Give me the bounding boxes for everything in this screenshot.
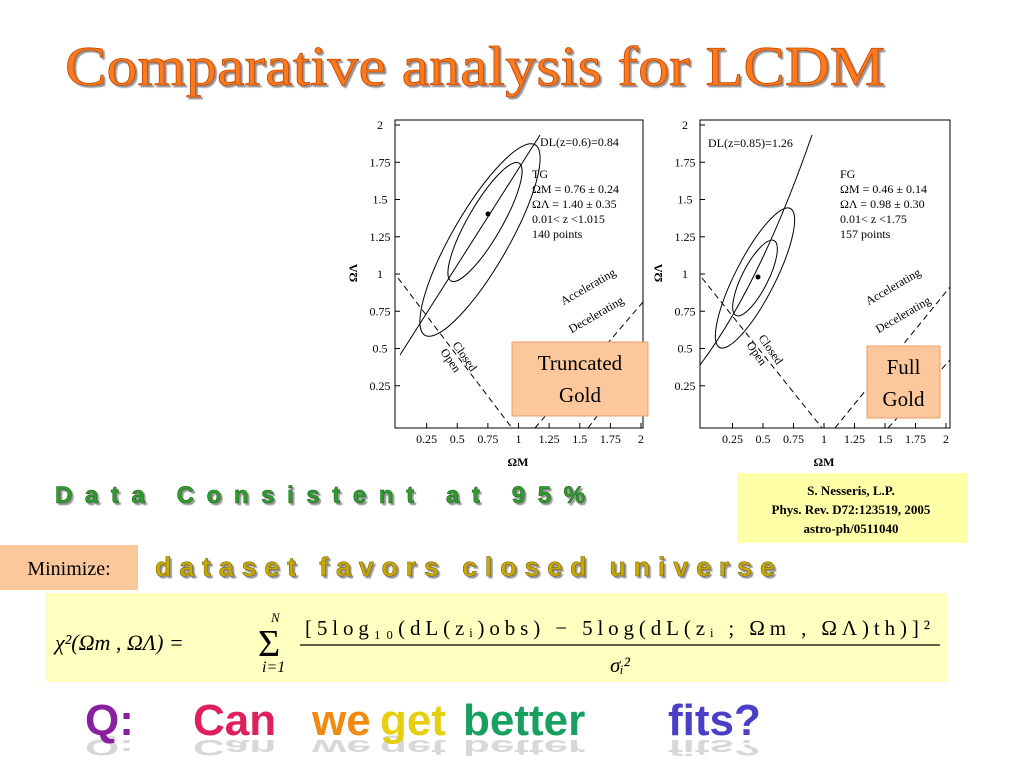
fit-info: 140 points [532,227,583,241]
question-word-reflection: get [380,735,446,759]
x-tick-label: 2 [638,432,644,446]
minimize-box [0,545,138,590]
question-word: Q: [85,696,134,745]
caption: Full [887,355,921,379]
question-word-reflection: Q: [85,735,134,759]
y-tick-label: 0.25 [370,379,391,393]
y-tick-label: 1 [377,267,383,281]
formula-box [45,593,947,682]
formula-sum-lower: i=1 [262,659,285,676]
formula-numerator: [5log₁₀(dL(zᵢ)obs) − 5log(dL(zᵢ ; Ωm , Ω… [305,616,930,640]
fit-info: ΩM = 0.76 ± 0.24 [532,182,619,196]
y-tick-label: 0.5 [373,342,388,356]
question-word: we [311,696,371,745]
x-tick-label: 1.5 [878,432,893,446]
y-tick-label: 1.5 [678,193,693,207]
formula-sum-upper: N [270,610,281,625]
y-tick-label: 0.25 [675,379,696,393]
x-tick-label: 1.25 [844,432,865,446]
consistency-note: Data Consistent at 95% [55,482,585,509]
x-tick-label: 1.5 [572,432,587,446]
y-axis-label: ΩΛ [651,264,665,283]
question: Q: Can we get better fits?Q: Can we get better fit… [85,696,761,759]
dl-label: DL(z=0.85)=1.26 [708,136,793,150]
caption-box [511,341,649,417]
contour [732,239,778,317]
formula-sum: Σ [258,623,280,665]
fit-info: ΩΛ = 1.40 ± 0.35 [532,197,617,211]
x-tick-label: 0.75 [477,432,498,446]
best-fit [755,274,761,280]
caption: Truncated [538,351,623,375]
fit-info: ΩM = 0.46 ± 0.14 [840,182,927,196]
plot: 2 1.75 1.5 1.25 1 0.75 0.5 0.25 0.25 0.5 0.75 1 1.25… [346,118,649,469]
question-word-reflection: Can [193,735,276,759]
boundary [397,277,513,429]
caption-box [866,345,941,419]
x-axis-label: ΩM [508,455,529,469]
fit-info: ΩΛ = 0.98 ± 0.30 [840,197,925,211]
fit-info: FG [840,167,856,181]
x-axis-label: ΩM [814,455,835,469]
x-tick-label: 1.25 [539,432,560,446]
caption: Gold [559,383,602,407]
question-word: better [463,696,585,745]
x-tick-label: 2 [943,432,949,446]
boundary [701,277,823,429]
y-tick-label: 1.75 [370,155,391,169]
caption: Gold [883,387,926,411]
y-tick-label: 0.5 [678,342,693,356]
y-tick-label: 1.25 [675,230,696,244]
y-tick-label: 1 [682,267,688,281]
fit-info: 0.01< z <1.015 [532,212,605,226]
question-word: fits? [668,696,761,745]
contour [419,143,541,337]
x-tick-label: 1.75 [600,432,621,446]
fit-info: 0.01< z <1.75 [840,212,907,226]
plot: 2 1.75 1.5 1.25 1 0.75 0.5 0.25 0.25 0.5 0.75 1 1.25… [651,118,951,469]
citation-box [737,473,967,543]
y-tick-label: 2 [682,118,688,132]
citation-line: Phys. Rev. D72:123519, 2005 [772,502,931,517]
y-axis-label: ΩΛ [346,264,360,283]
y-tick-label: 1.5 [373,193,388,207]
formula-denominator: σᵢ² [610,653,631,677]
contour [447,162,523,282]
x-tick-label: 0.5 [450,432,465,446]
citation-line: astro-ph/0511040 [803,521,898,536]
question-word: Can [193,696,276,745]
x-tick-label: 0.75 [783,432,804,446]
x-tick-label: 1 [821,432,827,446]
y-tick-label: 0.75 [675,304,696,318]
slide-title: Comparative analysis for LCDM [65,36,885,98]
question-word: get [380,696,446,745]
question-word-reflection: fits? [668,735,761,759]
x-tick-label: 1.75 [905,432,926,446]
dl-curve [399,134,541,356]
remark: dataset favors closed universe [155,552,775,582]
x-tick-label: 0.25 [416,432,437,446]
question-reflection: Q: Can we get better fits? [85,735,761,759]
fit-info: 157 points [840,227,891,241]
formula-lhs: χ²(Ωm , ΩΛ) = [53,630,184,655]
minimize-label: Minimize: [27,558,110,580]
y-tick-label: 0.75 [370,304,391,318]
x-tick-label: 1 [516,432,522,446]
y-tick-label: 1.25 [370,230,391,244]
fit-info: TG [532,167,548,181]
y-tick-label: 1.75 [675,155,696,169]
x-tick-label: 0.25 [722,432,743,446]
dl-curve [699,134,813,366]
contour [714,207,796,349]
citation-line: S. Nesseris, L.P. [807,483,895,498]
y-tick-label: 2 [377,118,383,132]
question-word-reflection: we [311,735,371,759]
question-word-reflection: better [463,735,585,759]
x-tick-label: 0.5 [756,432,771,446]
dl-label: DL(z=0.6)=0.84 [540,135,619,149]
